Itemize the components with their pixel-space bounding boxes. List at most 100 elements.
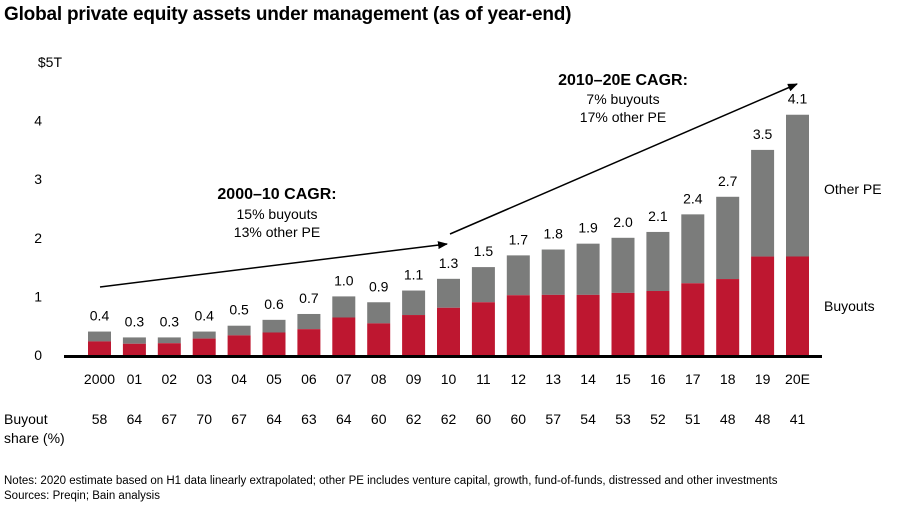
x-tick-label: 09 [406,371,422,387]
x-tick-label: 2000 [84,371,115,387]
buyout-share-value: 64 [127,411,143,427]
total-value-label: 1.8 [543,226,563,242]
bar-buyouts [506,295,530,355]
bar-other-pe [541,249,565,295]
buyout-share-value: 57 [545,411,561,427]
legend-buyouts: Buyouts [824,298,875,314]
cagr-line: 13% other PE [234,224,320,240]
legend: Other PE Buyouts [824,181,882,314]
bar-buyouts [786,256,809,355]
total-value-label: 1.5 [474,243,494,259]
x-tick-label: 04 [231,371,247,387]
buyout-share-value: 60 [371,411,387,427]
x-tick-label: 20E [785,371,810,387]
x-tick-label: 14 [580,371,596,387]
bar-buyouts [192,338,216,355]
bar-other-pe [646,231,670,292]
total-value-label: 1.9 [578,220,598,236]
y-tick-label: 2 [34,230,42,246]
total-value-label: 2.1 [648,208,668,224]
total-value-label: 0.6 [264,296,284,312]
bar-buyouts [576,294,600,355]
buyout-share-value: 70 [196,411,212,427]
total-value-label: 1.0 [334,272,354,288]
cagr-heading: 2010–20E CAGR: [558,72,688,89]
x-tick-label: 06 [301,371,317,387]
buyout-share-row: 58 64 67 70 67 64 63 64 60 62 62 60 60 57 54 53 52 51 48 48… [4,411,805,446]
buyout-share-value: 67 [231,411,247,427]
y-tick-label: 3 [34,171,42,187]
x-tick-label: 07 [336,371,352,387]
y-tick-label: 0 [34,347,42,363]
buyout-share-value: 60 [476,411,492,427]
bar-buyouts [88,341,111,355]
buyout-share-value: 58 [92,411,108,427]
total-value-label: 1.1 [404,267,424,283]
bar-buyouts [157,343,181,355]
bar-other-pe [227,325,251,336]
total-value-label: 1.3 [439,255,459,271]
total-value-label: 4.1 [788,91,808,107]
bar-buyouts [297,329,321,355]
cagr-line: 17% other PE [580,109,666,125]
buyout-share-value: 48 [720,411,736,427]
buyout-share-value: 51 [685,411,701,427]
notes-text: Notes: 2020 estimate based on H1 data li… [4,475,778,487]
bar-buyouts [367,323,391,355]
total-value-label: 0.9 [369,278,389,294]
bar-other-pe [437,278,460,308]
bar-other-pe [611,237,635,293]
buyout-share-value: 53 [615,411,631,427]
total-value-label: 2.4 [683,190,703,206]
buyout-share-value: 63 [301,411,317,427]
bar-buyouts [646,291,670,355]
bar-buyouts [611,292,635,355]
bar-other-pe [506,255,530,296]
buyout-share-value: 64 [266,411,282,427]
buyout-share-value: 54 [580,411,596,427]
total-value-label: 0.3 [125,313,145,329]
bar-buyouts [471,302,495,355]
bar-buyouts [227,335,251,355]
legend-other-pe: Other PE [824,181,882,197]
buyout-share-value: 62 [406,411,422,427]
chart-title: Global private equity assets under manag… [4,4,572,25]
bar-buyouts [751,256,775,355]
footnotes: Notes: 2020 estimate based on H1 data li… [4,474,778,504]
total-value-label: 0.7 [299,290,319,306]
bar-other-pe [471,267,495,303]
bar-buyouts [541,294,565,355]
x-tick-label: 18 [720,371,736,387]
bar-other-pe [786,114,809,257]
buyout-share-value: 60 [511,411,527,427]
x-tick-label: 12 [511,371,527,387]
buyout-share-value: 52 [650,411,666,427]
cagr-arrow-2010-2020 [449,83,798,235]
x-axis-labels: 2000 01 02 03 04 05 06 07 08 09 10 11 12 13 14 15 16 17 18… [84,371,810,387]
bar-other-pe [367,302,391,324]
total-value-label: 1.7 [509,231,529,247]
x-tick-label: 03 [196,371,212,387]
x-tick-label: 16 [650,371,666,387]
bar-buyouts [437,307,460,355]
total-value-label: 2.0 [613,214,633,230]
bar-buyouts [262,332,286,355]
cagr-arrow-2000-2010 [99,241,448,288]
total-value-label: 0.4 [194,308,214,324]
bar-other-pe [716,196,740,280]
bar-other-pe [681,214,705,284]
buyout-share-value: 62 [441,411,457,427]
bar-buyouts [716,279,740,355]
x-tick-label: 17 [685,371,701,387]
x-tick-label: 02 [162,371,178,387]
buyout-share-value: 41 [790,411,806,427]
x-tick-label: 10 [441,371,457,387]
y-tick-label: 1 [34,288,42,304]
x-tick-label: 11 [476,371,491,387]
bar-other-pe [88,331,111,342]
y-axis: 0 1 2 3 4 $5T [34,54,62,363]
x-tick-label: 08 [371,371,387,387]
y-tick-label: 4 [34,113,42,129]
sources-text: Sources: Preqin; Bain analysis [4,490,160,502]
